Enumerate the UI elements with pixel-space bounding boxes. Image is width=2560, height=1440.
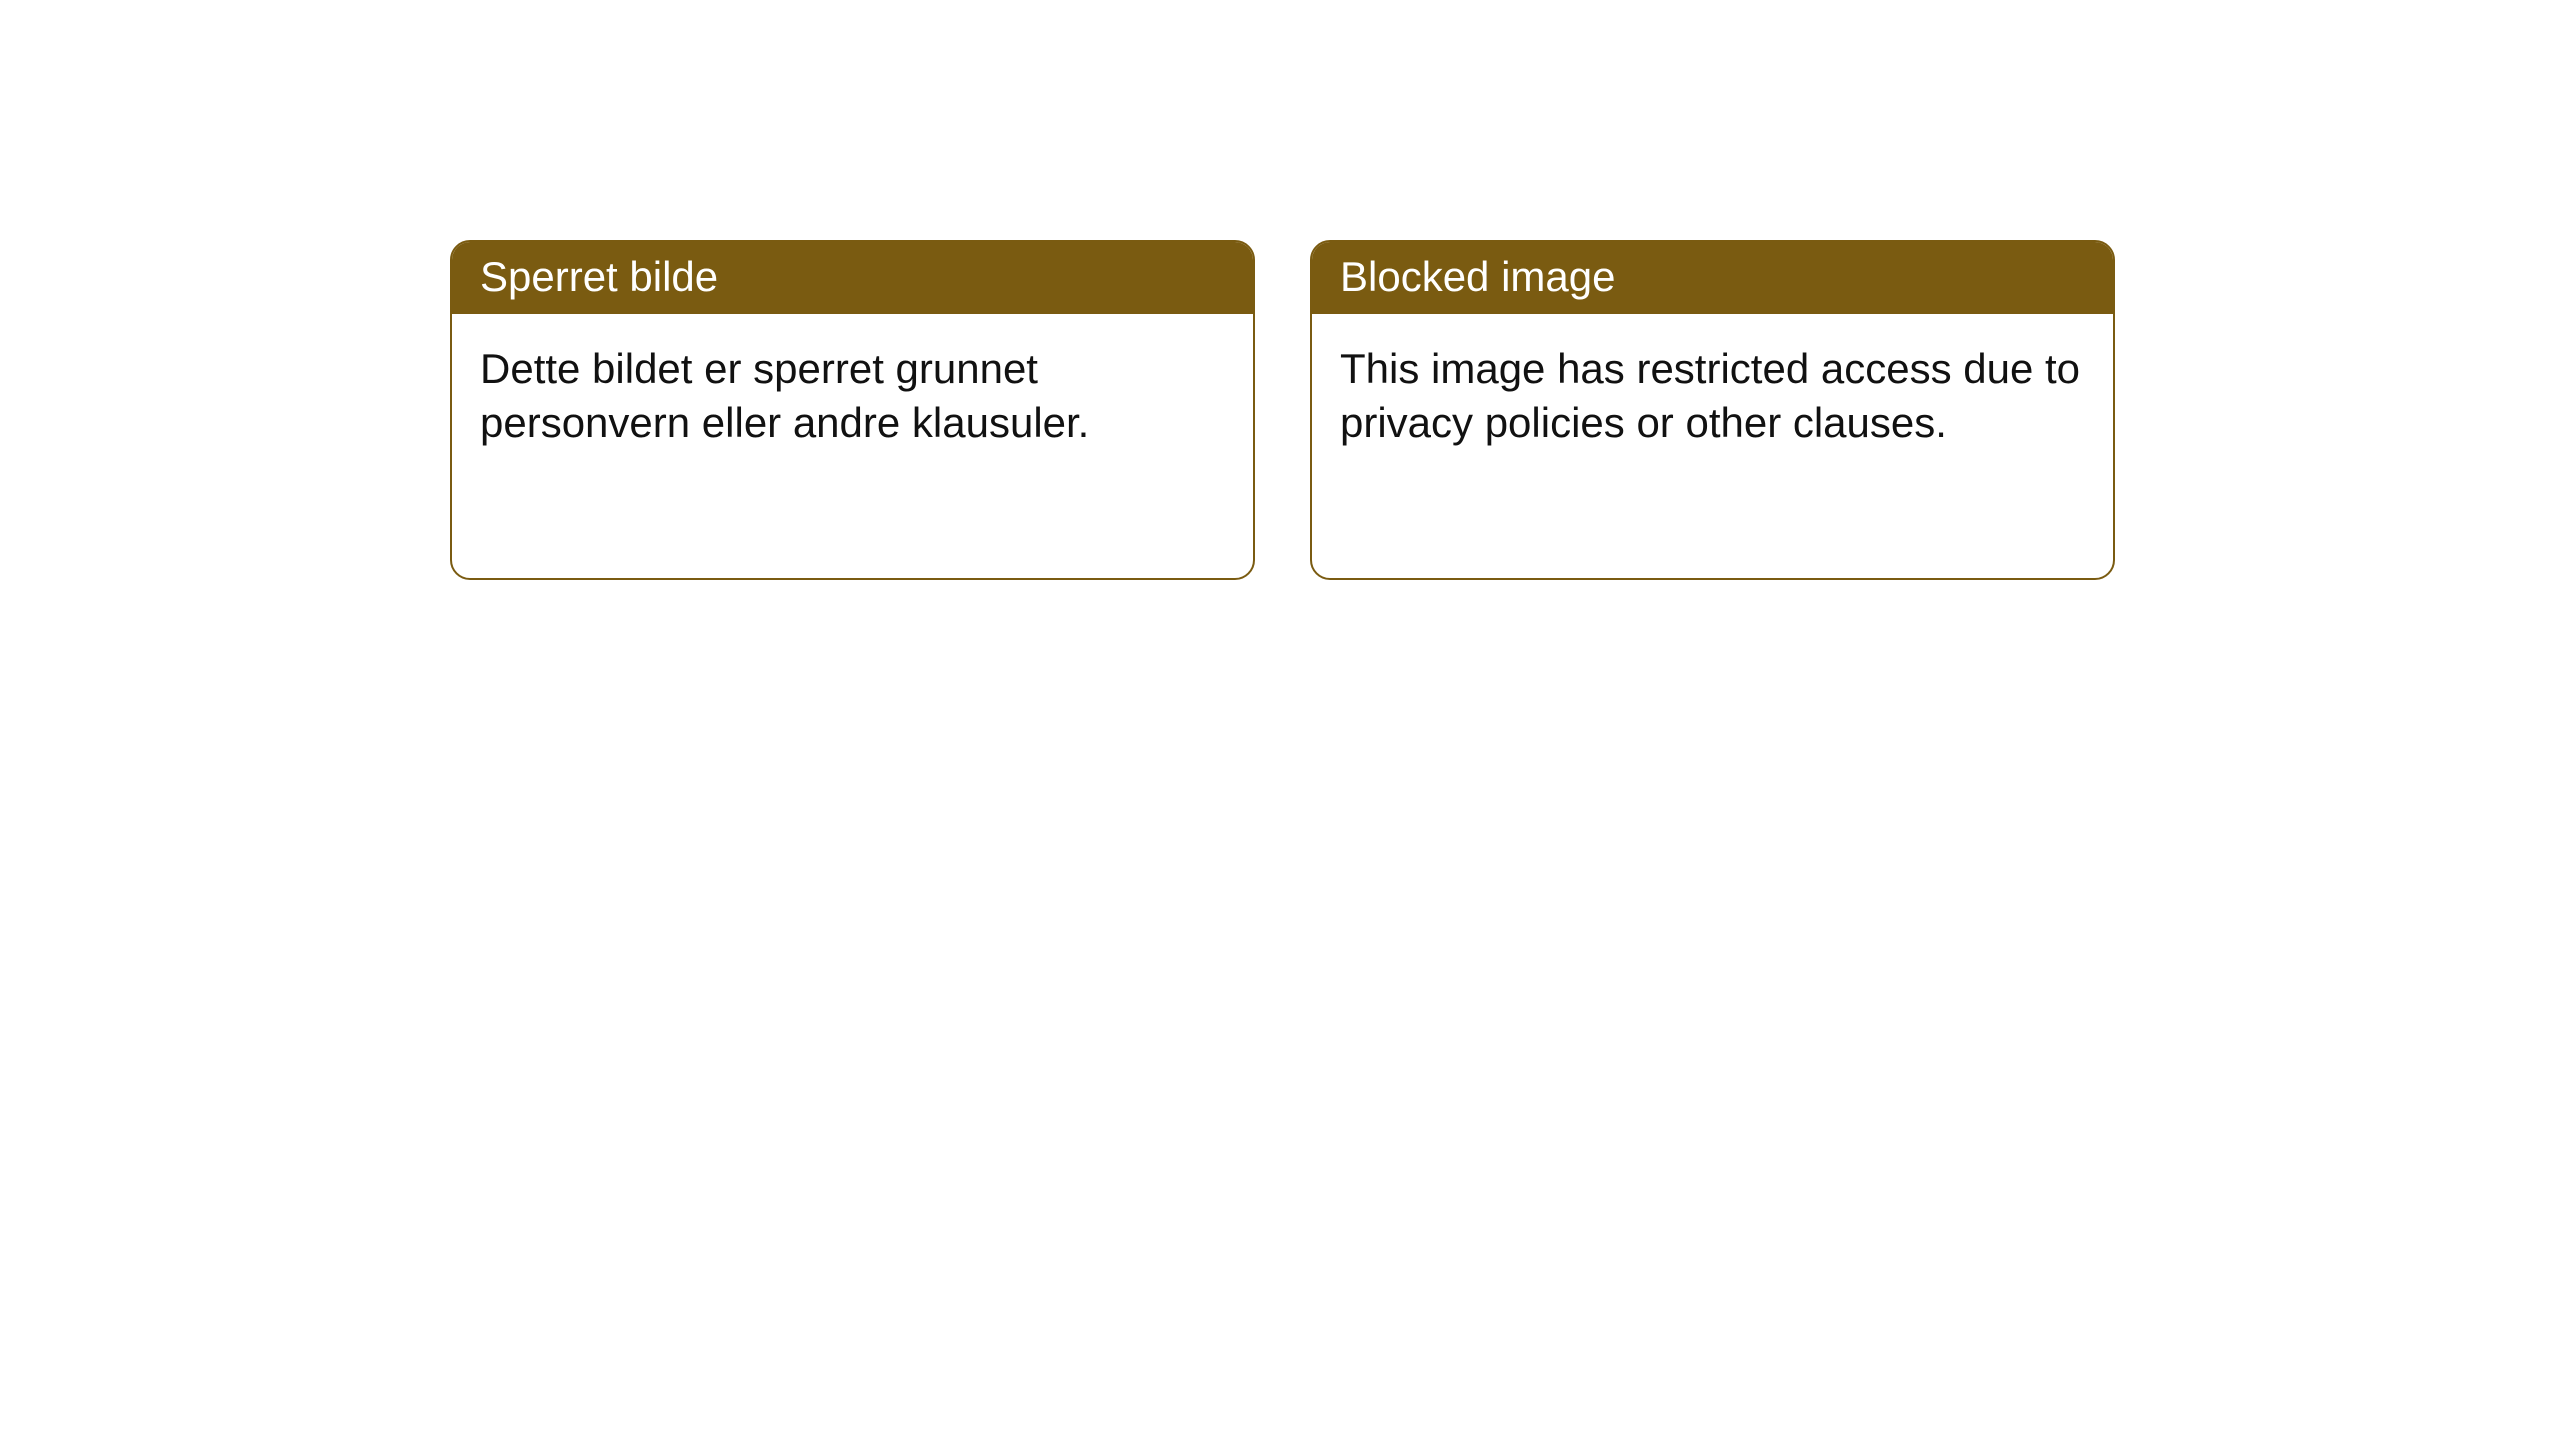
- blocked-image-card-no: Sperret bilde Dette bildet er sperret gr…: [450, 240, 1255, 580]
- card-body-en: This image has restricted access due to …: [1312, 314, 2113, 478]
- card-body-no: Dette bildet er sperret grunnet personve…: [452, 314, 1253, 478]
- notice-cards-container: Sperret bilde Dette bildet er sperret gr…: [450, 240, 2115, 580]
- card-header-en: Blocked image: [1312, 242, 2113, 314]
- blocked-image-card-en: Blocked image This image has restricted …: [1310, 240, 2115, 580]
- card-header-no: Sperret bilde: [452, 242, 1253, 314]
